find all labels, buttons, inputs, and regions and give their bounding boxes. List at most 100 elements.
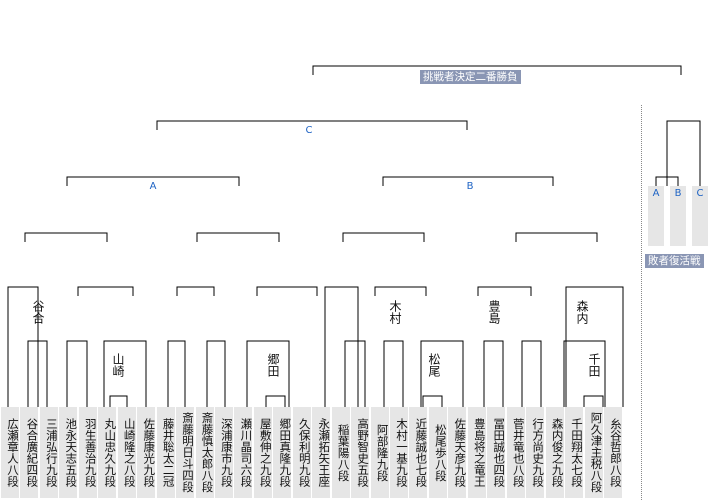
match-winner-label: 木村 <box>388 300 402 324</box>
player-name-text: 山崎隆之八段 <box>122 418 136 487</box>
player-name: 糸谷哲郎八段 <box>603 407 622 498</box>
match-winner-label: 松尾 <box>427 353 441 377</box>
bracket-line <box>77 286 134 296</box>
bracket-line <box>422 395 443 407</box>
player-name: 屋敷伸之九段 <box>253 407 272 498</box>
player-name-text: 三浦弘行九段 <box>44 418 58 487</box>
block-b-bracket-line <box>382 176 554 186</box>
revival-slot-box <box>670 186 686 246</box>
bracket-line <box>383 340 404 407</box>
player-name-text: 永瀬拓矢王座 <box>317 418 331 487</box>
bracket-line <box>109 395 128 407</box>
match-winner-label: 山崎 <box>111 353 125 377</box>
player-name-text: 松尾歩八段 <box>433 423 447 482</box>
player-name-text: 稲葉陽八段 <box>336 423 350 482</box>
final-label: 挑戦者決定二番勝負 <box>420 70 521 84</box>
revival-slot-label: B <box>674 188 682 199</box>
player-name: 阿部隆九段 <box>370 407 389 498</box>
player-name-text: 丸山忠久九段 <box>103 418 117 487</box>
player-name-text: 豊島将之竜王 <box>472 418 486 487</box>
revival-slot-label: A <box>652 188 660 199</box>
player-name-text: 屋敷伸之九段 <box>258 418 272 487</box>
bracket-line <box>24 232 108 242</box>
player-name: 森内俊之九段 <box>545 407 564 498</box>
player-name-text: 藤井聡太二冠 <box>161 418 175 487</box>
player-name: 谷合廣紀四段 <box>20 407 39 498</box>
player-name: 菅井竜也八段 <box>506 407 525 498</box>
player-name: 瀬川晶司六段 <box>234 407 253 498</box>
bracket-line <box>27 340 48 407</box>
bracket-line <box>374 286 427 296</box>
player-name: 久保利明九段 <box>292 407 311 498</box>
player-name-text: 瀬川晶司六段 <box>239 418 253 487</box>
player-name-text: 千田翔太七段 <box>570 418 583 487</box>
player-name: 行方尚史九段 <box>526 407 545 498</box>
player-name-text: 行方尚史九段 <box>531 418 545 487</box>
player-name: 斎藤明日斗四段 <box>176 407 194 498</box>
bracket-line <box>7 286 39 407</box>
block-c-bracket-line <box>156 120 468 130</box>
player-name-text: 阿久津主税八段 <box>589 412 603 493</box>
player-name: 高野智史五段 <box>351 407 370 498</box>
player-name: 冨田誠也四段 <box>487 407 506 498</box>
bracket-line <box>324 286 359 407</box>
bracket-line <box>206 340 226 407</box>
player-name: 池永天志五段 <box>59 407 78 498</box>
final-bracket-line <box>312 65 682 75</box>
losers-bracket-label: 敗者復活戦 <box>645 254 704 268</box>
block-label-a: A <box>149 181 157 192</box>
match-winner-label: 谷合 <box>31 300 45 324</box>
player-name-text: 佐藤康光九段 <box>142 418 156 487</box>
match-winner-label: 千田 <box>587 353 601 377</box>
bracket-line <box>167 340 186 407</box>
revival-slot-box <box>692 186 708 246</box>
player-name: 木村一基九段 <box>390 407 408 498</box>
block-label-b: B <box>466 181 474 192</box>
player-name-text: 斎藤慎太郎八段 <box>200 412 214 493</box>
player-name: 千田翔太七段 <box>565 407 583 498</box>
player-name: 羽生善治九段 <box>78 407 97 498</box>
player-name-text: 木村一基九段 <box>395 418 408 487</box>
bracket-line <box>344 340 366 407</box>
player-name-text: 森内俊之九段 <box>550 418 564 487</box>
player-name-text: 高野智史五段 <box>356 418 370 487</box>
bracket-line <box>565 286 624 407</box>
bracket-line <box>66 340 88 407</box>
player-name: 佐藤康光九段 <box>137 407 156 498</box>
losers-bracket-line <box>666 120 701 186</box>
match-winner-label: 豊島 <box>487 300 501 324</box>
bracket-line <box>103 340 147 407</box>
match-winner-label: 郷田 <box>266 353 280 377</box>
player-name: 山崎隆之八段 <box>117 407 136 498</box>
player-name: 斎藤慎太郎八段 <box>195 407 214 498</box>
player-name-text: 阿部隆九段 <box>375 423 389 482</box>
revival-slot-label: C <box>696 188 704 199</box>
player-name: 三浦弘行九段 <box>39 407 58 498</box>
block-label-c: C <box>305 125 313 136</box>
player-name-text: 広瀬章人八段 <box>6 418 19 487</box>
match-winner-label: 森内 <box>575 300 589 324</box>
player-name-text: 郷田真隆九段 <box>278 418 292 487</box>
player-name-text: 谷合廣紀四段 <box>25 418 39 487</box>
player-name: 松尾歩八段 <box>428 407 447 498</box>
bracket-line <box>583 395 604 407</box>
player-name-text: 斎藤明日斗四段 <box>181 412 194 493</box>
bracket-line <box>515 232 598 242</box>
player-name-text: 羽生善治九段 <box>83 418 97 487</box>
bracket-line <box>521 340 542 407</box>
player-name-text: 佐藤天彦九段 <box>453 418 467 487</box>
bracket-line <box>176 286 215 296</box>
player-name: 丸山忠久九段 <box>98 407 117 498</box>
bracket-line <box>342 232 425 242</box>
player-name-text: 久保利明九段 <box>297 418 311 487</box>
bracket-line <box>477 286 532 296</box>
revival-slot-box <box>648 186 664 246</box>
bracket-line <box>483 340 504 407</box>
bracket-line <box>246 340 290 407</box>
player-name: 近藤誠也七段 <box>409 407 428 498</box>
bracket-line <box>256 286 318 296</box>
player-name: 永瀬拓矢王座 <box>312 407 331 498</box>
player-name: 阿久津主税八段 <box>584 407 603 498</box>
player-name: 藤井聡太二冠 <box>156 407 175 498</box>
